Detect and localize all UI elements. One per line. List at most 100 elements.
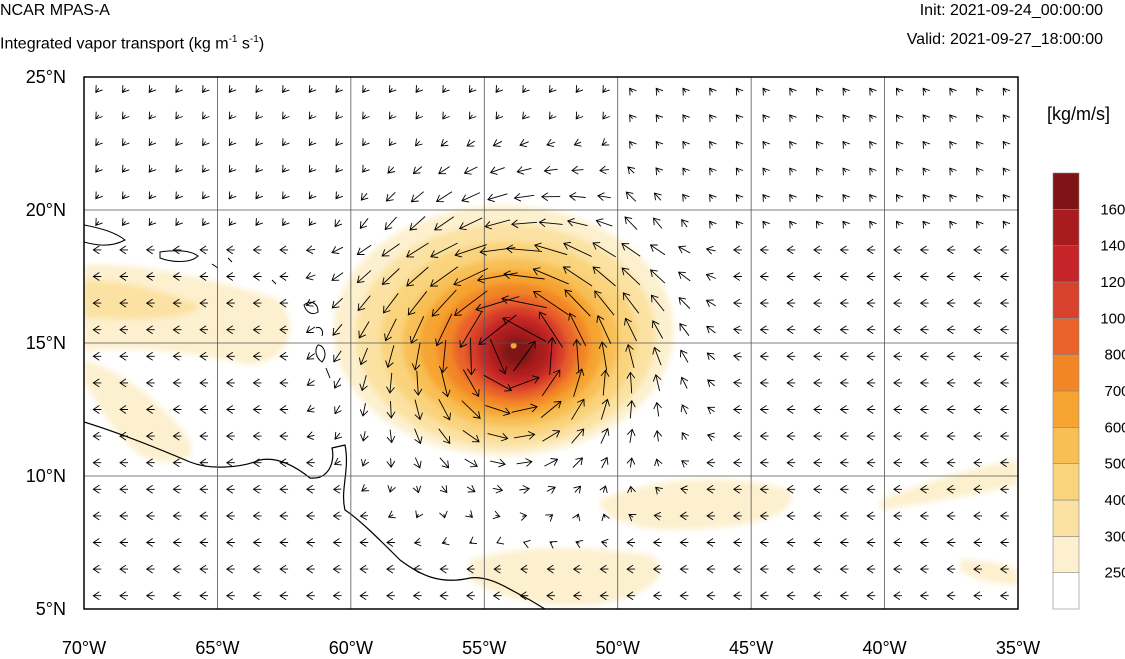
ivt-vector bbox=[973, 538, 982, 547]
ivt-vector bbox=[442, 111, 450, 120]
ivt-vector bbox=[252, 405, 262, 414]
ivt-vector bbox=[735, 114, 744, 123]
ivt-vector bbox=[468, 85, 477, 93]
ivt-vector bbox=[976, 140, 984, 149]
ivt-vector bbox=[308, 111, 317, 120]
ivt-vector bbox=[255, 111, 263, 120]
ivt-vector bbox=[279, 405, 289, 414]
ivt-vector bbox=[893, 431, 902, 441]
ivt-vector bbox=[513, 192, 535, 202]
coastline-island bbox=[159, 250, 199, 262]
ivt-vector bbox=[384, 318, 397, 342]
ivt-vector bbox=[869, 87, 877, 96]
ivt-vector bbox=[919, 325, 929, 335]
colorbar-swatch bbox=[1052, 572, 1080, 610]
ivt-vector bbox=[145, 538, 155, 547]
ivt-vector bbox=[175, 111, 183, 120]
ivt-vector bbox=[279, 458, 289, 468]
colorbar-level-label: 400 bbox=[1104, 492, 1125, 509]
ivt-vector bbox=[598, 341, 608, 371]
ivt-vector bbox=[359, 511, 368, 521]
ivt-vector bbox=[199, 272, 209, 281]
ivt-vector bbox=[542, 430, 561, 442]
ivt-vector bbox=[510, 219, 537, 229]
ivt-vector bbox=[629, 140, 637, 149]
ivt-vector bbox=[869, 114, 877, 123]
ivt-vector bbox=[252, 484, 262, 494]
ivt-vector bbox=[119, 351, 128, 361]
ivt-vector bbox=[496, 536, 505, 545]
ivt-vector bbox=[895, 114, 904, 123]
ivt-vector bbox=[228, 138, 237, 147]
ivt-vector bbox=[652, 374, 662, 392]
ivt-vector bbox=[459, 311, 482, 348]
ivt-vector bbox=[999, 272, 1009, 281]
ivt-vector bbox=[946, 351, 956, 361]
ivt-vector bbox=[175, 218, 183, 226]
colorbar-swatch bbox=[1052, 245, 1080, 283]
ivt-vector bbox=[92, 511, 102, 521]
ivt-vector bbox=[839, 564, 849, 574]
coastline-island bbox=[315, 344, 326, 363]
ivt-vector bbox=[789, 87, 797, 96]
ivt-vector bbox=[511, 403, 538, 413]
ivt-vector bbox=[866, 378, 876, 388]
ivt-vector bbox=[786, 378, 796, 388]
ivt-vector bbox=[1002, 167, 1011, 176]
lat-tick-label: 5°N bbox=[36, 599, 66, 619]
ivt-vector bbox=[922, 114, 931, 123]
ivt-vector bbox=[706, 325, 716, 334]
ivt-vector bbox=[973, 272, 982, 281]
ivt-vector bbox=[95, 85, 103, 93]
colorbar-units: [kg/m/s] bbox=[1047, 104, 1111, 124]
ivt-vector bbox=[501, 295, 547, 309]
ivt-vector bbox=[119, 298, 128, 308]
ivt-vector bbox=[732, 511, 742, 521]
ivt-vector bbox=[813, 511, 822, 521]
ivt-vector bbox=[466, 564, 475, 574]
ivt-vector bbox=[653, 511, 662, 521]
ivt-vector bbox=[652, 538, 662, 547]
ivt-vector bbox=[431, 289, 457, 317]
colorbar-swatch bbox=[1052, 390, 1080, 428]
ivt-vector bbox=[228, 218, 237, 226]
ivt-vector bbox=[866, 298, 876, 308]
ivt-vector bbox=[333, 457, 342, 466]
ivt-vector bbox=[461, 400, 481, 419]
ivt-vector bbox=[361, 484, 370, 492]
ivt-vector bbox=[360, 192, 369, 201]
ivt-vector bbox=[651, 320, 664, 339]
ivt-vector bbox=[973, 458, 982, 468]
ivt-vector bbox=[334, 431, 343, 440]
ivt-vector bbox=[999, 538, 1009, 547]
ivt-vector bbox=[225, 511, 235, 521]
ivt-vector bbox=[679, 349, 689, 363]
ivt-vector bbox=[949, 140, 957, 149]
ivt-vector bbox=[359, 591, 369, 601]
ivt-vector bbox=[199, 378, 209, 388]
ivt-vector bbox=[172, 538, 182, 547]
ivt-vector bbox=[601, 513, 610, 522]
ivt-vector bbox=[453, 267, 489, 287]
ivt-vector bbox=[305, 511, 315, 521]
ivt-vector bbox=[682, 87, 690, 96]
ivt-vector bbox=[252, 351, 262, 361]
ivt-vector bbox=[252, 591, 262, 601]
ivt-vector bbox=[541, 369, 561, 397]
ivt-vector bbox=[679, 538, 689, 547]
ivt-vector bbox=[786, 511, 796, 521]
ivt-vector bbox=[653, 401, 662, 417]
ivt-vector bbox=[973, 245, 982, 255]
ivt-vector bbox=[483, 374, 513, 392]
ivt-vector bbox=[999, 245, 1009, 255]
ivt-vector bbox=[946, 405, 956, 414]
ivt-vector bbox=[438, 166, 450, 175]
ivt-vector bbox=[252, 458, 262, 468]
ivt-vector bbox=[202, 164, 210, 173]
ivt-vector bbox=[306, 352, 315, 360]
ivt-vector bbox=[202, 111, 210, 120]
ivt-vector bbox=[172, 405, 182, 414]
ivt-vector bbox=[627, 485, 636, 494]
ivt-vector bbox=[305, 298, 316, 307]
ivt-vector bbox=[682, 167, 690, 176]
